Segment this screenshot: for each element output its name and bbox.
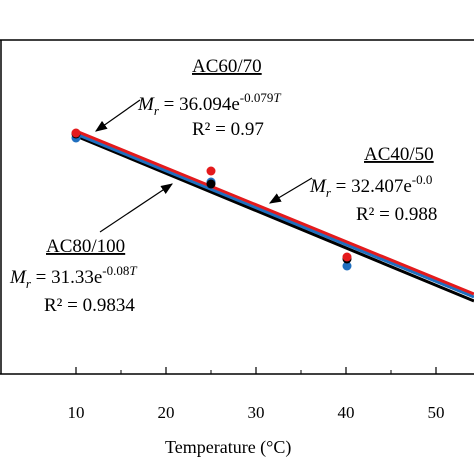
fit-line-ac60-70 bbox=[75, 129, 474, 296]
x-ticks: 10 20 30 40 50 bbox=[68, 367, 445, 422]
r2-ac4050: R² = 0.988 bbox=[356, 204, 437, 225]
data-points bbox=[71, 128, 352, 271]
r2-ac6070: R² = 0.97 bbox=[192, 119, 264, 140]
fit-line-ac80-100 bbox=[75, 134, 474, 303]
annotation-ac80100: AC80/100 Mr = 31.33e-0.08T R² = 0.9834 bbox=[9, 183, 173, 316]
equation-ac4050: Mr = 32.407e-0.0 bbox=[309, 172, 432, 200]
fit-line-ac40-50 bbox=[75, 132, 474, 299]
r2-ac80100: R² = 0.9834 bbox=[44, 295, 135, 316]
annotation-ac4050: AC40/50 Mr = 32.407e-0.0 R² = 0.988 bbox=[268, 144, 437, 225]
series-label-ac6070: AC60/70 bbox=[192, 56, 262, 77]
arrow-ac4050 bbox=[268, 177, 313, 204]
x-tick-label: 40 bbox=[338, 403, 355, 422]
data-point-ac60-70 bbox=[342, 252, 352, 262]
fit-lines bbox=[75, 129, 474, 303]
data-point-ac40-50 bbox=[342, 261, 352, 271]
series-label-ac4050: AC40/50 bbox=[364, 144, 434, 165]
arrow-ac80100 bbox=[99, 183, 173, 233]
x-tick-label: 50 bbox=[428, 403, 445, 422]
data-point-ac80-100 bbox=[206, 179, 216, 189]
x-tick-label: 30 bbox=[248, 403, 265, 422]
series-label-ac80100: AC80/100 bbox=[46, 236, 125, 257]
data-point-ac60-70 bbox=[71, 128, 81, 138]
x-tick-label: 10 bbox=[68, 403, 85, 422]
arrow-ac6070 bbox=[95, 99, 141, 132]
x-tick-label: 20 bbox=[158, 403, 175, 422]
annotation-ac6070: AC60/70 Mr = 36.094e-0.079T R² = 0.97 bbox=[95, 56, 281, 140]
data-point-ac60-70 bbox=[206, 166, 216, 176]
x-axis-label: Temperature (°C) bbox=[165, 437, 291, 458]
equation-ac6070: Mr = 36.094e-0.079T bbox=[137, 90, 281, 118]
equation-ac80100: Mr = 31.33e-0.08T bbox=[9, 263, 137, 291]
